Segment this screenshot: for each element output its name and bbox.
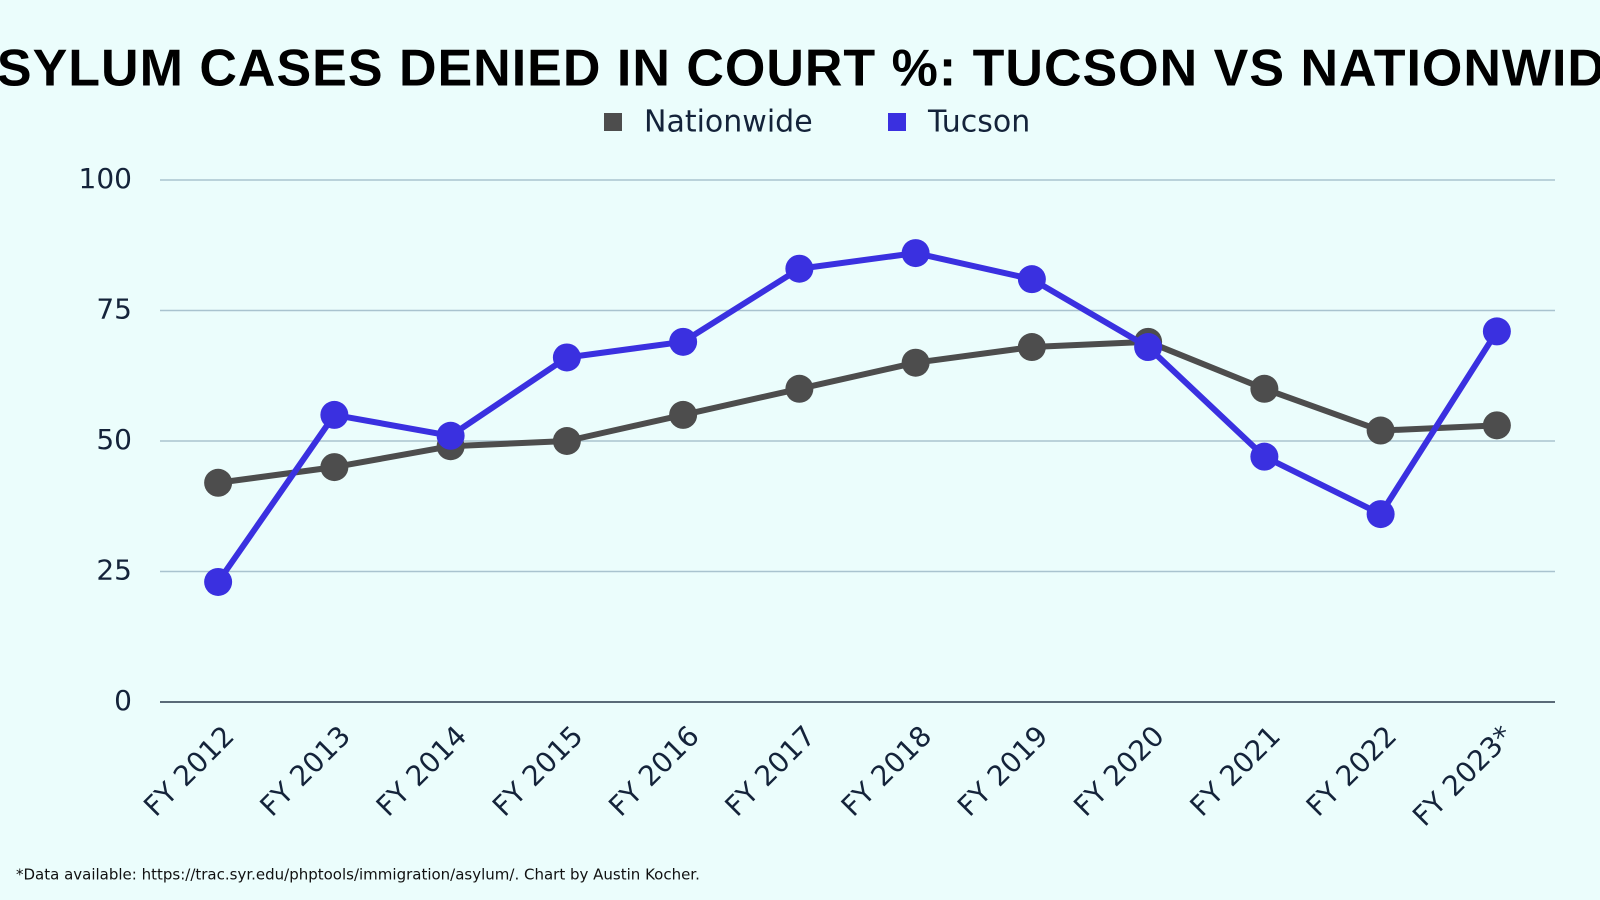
point — [1482, 317, 1511, 346]
point — [1250, 374, 1279, 403]
legend-label: Tucson — [927, 105, 1030, 140]
x-tick-label: FY 2013 — [253, 719, 357, 823]
point — [1134, 333, 1163, 362]
x-tick-label: FY 2017 — [718, 719, 822, 823]
point — [669, 327, 698, 356]
x-tick-label: FY 2023* — [1406, 719, 1519, 832]
point — [785, 254, 814, 283]
point — [901, 348, 930, 377]
series-line — [217, 338, 1498, 486]
y-tick-label: 75 — [96, 293, 132, 326]
point — [1366, 500, 1395, 529]
point — [1250, 442, 1279, 471]
y-tick-label: 100 — [79, 162, 132, 195]
footnote: *Data available: https://trac.syr.edu/ph… — [16, 866, 700, 884]
y-tick-label: 0 — [114, 684, 132, 717]
legend-marker — [604, 113, 622, 131]
x-tick-label: FY 2021 — [1183, 719, 1287, 823]
point — [1482, 411, 1511, 440]
point — [1017, 265, 1046, 294]
point — [320, 400, 349, 429]
point — [785, 374, 814, 403]
chart-title: ASYLUM CASES DENIED IN COURT %: TUCSON V… — [0, 40, 1600, 98]
series-line — [215, 250, 1500, 584]
point — [320, 453, 349, 482]
point — [436, 421, 465, 450]
point — [552, 427, 581, 455]
y-tick-label: 50 — [96, 423, 132, 456]
point — [204, 567, 233, 596]
x-tick-label: FY 2018 — [835, 719, 939, 823]
point — [204, 468, 233, 497]
x-tick-label: FY 2020 — [1067, 719, 1171, 823]
legend-label: Nationwide — [644, 105, 813, 140]
point — [552, 343, 581, 372]
x-tick-label: FY 2015 — [486, 719, 590, 823]
point — [1366, 416, 1395, 445]
y-tick-label: 25 — [96, 554, 132, 587]
x-tick-label: FY 2016 — [602, 719, 706, 823]
point — [901, 239, 930, 268]
legend-marker — [888, 113, 906, 131]
x-tick-label: FY 2019 — [951, 719, 1055, 823]
point — [1017, 333, 1046, 362]
x-tick-label: FY 2022 — [1300, 719, 1404, 823]
x-tick-label: FY 2014 — [370, 719, 474, 823]
point — [669, 400, 698, 429]
x-tick-label: FY 2012 — [137, 719, 241, 823]
